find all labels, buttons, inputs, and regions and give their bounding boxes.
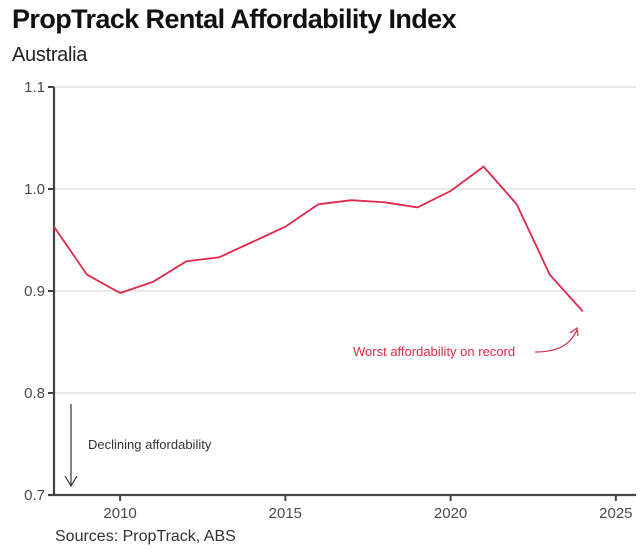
source-note: Sources: PropTrack, ABS bbox=[55, 528, 236, 545]
worst-affordability-label: Worst affordability on record bbox=[353, 344, 515, 359]
declining-affordability-label: Declining affordability bbox=[88, 437, 212, 452]
x-tick-label: 2020 bbox=[434, 505, 467, 522]
declining-arrow-head-icon bbox=[64, 475, 78, 488]
x-tick-label: 2015 bbox=[269, 505, 302, 522]
gridlines bbox=[54, 86, 636, 394]
y-tick-label: 0.7 bbox=[24, 487, 45, 504]
worst-affordability-arrow bbox=[534, 329, 578, 353]
y-tick-label: 1.0 bbox=[24, 181, 45, 198]
series bbox=[53, 165, 584, 313]
x-tick-label: 2010 bbox=[103, 505, 136, 522]
chart-subtitle: Australia bbox=[12, 44, 88, 66]
series-line bbox=[53, 165, 584, 313]
x-tick-label: 2025 bbox=[599, 505, 632, 522]
y-tick-label: 0.9 bbox=[24, 283, 45, 300]
worst-affordability-arrow-head-icon bbox=[569, 326, 579, 337]
annotations: Declining affordability Worst affordabil… bbox=[64, 326, 579, 488]
y-tick-label: 1.1 bbox=[24, 79, 45, 96]
chart-title: PropTrack Rental Affordability Index bbox=[12, 4, 457, 34]
y-tick-label: 0.8 bbox=[24, 385, 45, 402]
axes: 0.7 0.8 0.9 1.0 1.1 2010 2015 2020 2025 bbox=[24, 79, 636, 522]
